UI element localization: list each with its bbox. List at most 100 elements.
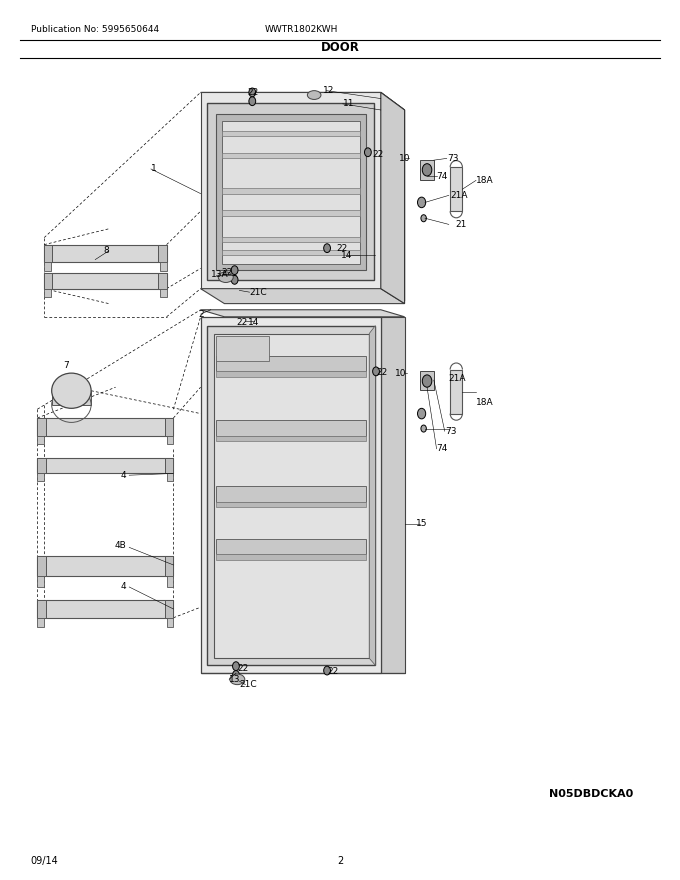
Polygon shape xyxy=(37,556,173,576)
Circle shape xyxy=(418,197,426,208)
Polygon shape xyxy=(216,539,366,554)
Polygon shape xyxy=(37,618,44,627)
Ellipse shape xyxy=(230,674,245,685)
Text: 15: 15 xyxy=(416,519,428,528)
Circle shape xyxy=(421,425,426,432)
Circle shape xyxy=(373,367,379,376)
Text: 2: 2 xyxy=(337,855,343,866)
Polygon shape xyxy=(44,245,52,262)
Polygon shape xyxy=(216,336,269,361)
Text: 1: 1 xyxy=(151,165,156,173)
Polygon shape xyxy=(52,391,91,405)
Polygon shape xyxy=(222,153,360,158)
Text: 4: 4 xyxy=(121,471,126,480)
Polygon shape xyxy=(420,160,434,180)
Text: 12: 12 xyxy=(323,86,335,95)
Text: 73: 73 xyxy=(445,427,456,436)
Text: DOOR: DOOR xyxy=(320,41,360,54)
Text: 18A: 18A xyxy=(476,176,494,185)
Polygon shape xyxy=(381,92,405,304)
Polygon shape xyxy=(222,250,360,255)
Text: 73: 73 xyxy=(447,154,458,163)
Polygon shape xyxy=(216,502,366,507)
Polygon shape xyxy=(420,371,434,390)
Circle shape xyxy=(249,88,256,97)
Text: 21: 21 xyxy=(455,220,466,229)
Circle shape xyxy=(422,375,432,387)
Polygon shape xyxy=(44,289,51,297)
Polygon shape xyxy=(37,600,173,618)
Polygon shape xyxy=(37,458,46,473)
Polygon shape xyxy=(201,310,405,317)
Polygon shape xyxy=(165,418,173,436)
Polygon shape xyxy=(44,245,167,262)
Polygon shape xyxy=(158,245,167,262)
Circle shape xyxy=(231,275,238,284)
Text: 22: 22 xyxy=(327,667,339,676)
Text: 22: 22 xyxy=(237,664,249,673)
Text: 13: 13 xyxy=(229,675,241,684)
Polygon shape xyxy=(165,458,173,473)
Text: 74: 74 xyxy=(437,172,448,180)
Text: 14: 14 xyxy=(248,318,260,326)
Text: 4: 4 xyxy=(121,583,126,591)
Polygon shape xyxy=(37,473,44,481)
Polygon shape xyxy=(167,618,173,627)
Text: Publication No: 5995650644: Publication No: 5995650644 xyxy=(31,26,158,34)
Polygon shape xyxy=(222,210,360,216)
Polygon shape xyxy=(37,418,46,436)
Polygon shape xyxy=(207,103,374,280)
Polygon shape xyxy=(167,473,173,481)
Circle shape xyxy=(421,215,426,222)
Polygon shape xyxy=(381,317,405,673)
Polygon shape xyxy=(216,114,366,270)
Ellipse shape xyxy=(218,272,233,282)
Text: 22: 22 xyxy=(221,268,233,277)
Text: 4B: 4B xyxy=(114,541,126,550)
Text: 10: 10 xyxy=(395,369,407,378)
Text: 22: 22 xyxy=(236,318,248,326)
Text: 10: 10 xyxy=(399,154,411,163)
Polygon shape xyxy=(381,92,405,301)
Polygon shape xyxy=(222,237,360,242)
Polygon shape xyxy=(37,556,46,576)
Text: 09/14: 09/14 xyxy=(31,855,58,866)
Polygon shape xyxy=(222,131,360,136)
Polygon shape xyxy=(201,92,405,110)
Polygon shape xyxy=(201,317,381,673)
Polygon shape xyxy=(222,121,360,264)
Polygon shape xyxy=(158,273,167,289)
Polygon shape xyxy=(216,436,366,441)
Ellipse shape xyxy=(307,91,321,99)
Text: 7: 7 xyxy=(63,361,69,370)
Text: N05DBDCKA0: N05DBDCKA0 xyxy=(549,788,634,799)
Text: 14: 14 xyxy=(341,251,353,260)
Text: 13A: 13A xyxy=(211,270,228,279)
Text: 11: 11 xyxy=(343,99,354,108)
Circle shape xyxy=(422,164,432,176)
Polygon shape xyxy=(37,576,44,587)
Text: 21A: 21A xyxy=(449,374,466,383)
Polygon shape xyxy=(216,554,366,560)
Circle shape xyxy=(233,662,239,671)
Text: 21C: 21C xyxy=(239,680,257,689)
Circle shape xyxy=(233,671,239,679)
Polygon shape xyxy=(160,262,167,271)
Text: 21A: 21A xyxy=(451,191,469,200)
Text: 22: 22 xyxy=(376,368,388,377)
Polygon shape xyxy=(369,326,375,665)
Polygon shape xyxy=(450,167,462,211)
Polygon shape xyxy=(214,334,369,658)
Circle shape xyxy=(324,666,330,675)
Polygon shape xyxy=(37,458,173,473)
Text: 21C: 21C xyxy=(250,288,267,297)
Polygon shape xyxy=(37,418,173,436)
Text: 74: 74 xyxy=(437,444,448,453)
Polygon shape xyxy=(44,262,51,271)
Ellipse shape xyxy=(52,373,91,408)
Polygon shape xyxy=(216,356,366,371)
Polygon shape xyxy=(167,436,173,444)
Circle shape xyxy=(364,148,371,157)
Polygon shape xyxy=(37,436,44,444)
Text: 8: 8 xyxy=(103,246,109,255)
